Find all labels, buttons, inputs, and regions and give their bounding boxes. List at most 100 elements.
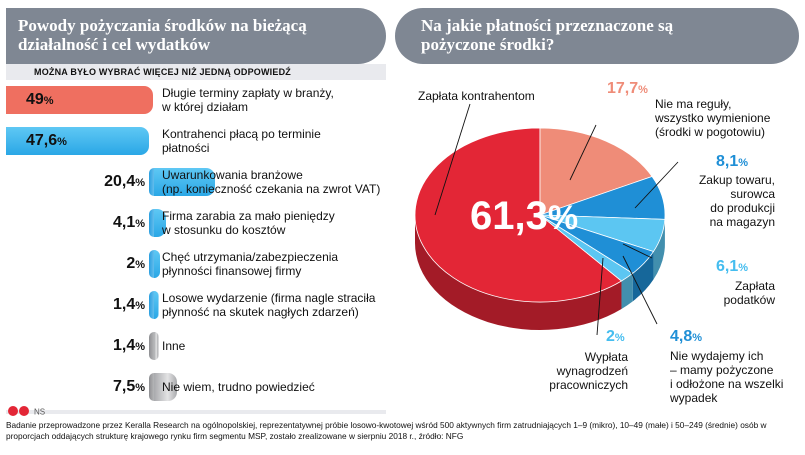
bar-value-label-percent-sign: % bbox=[135, 177, 145, 189]
bar-value-label-number: 7,5 bbox=[112, 378, 136, 395]
pie-value-label: 2% bbox=[606, 328, 625, 346]
pie-value-label: 17,7% bbox=[607, 80, 648, 98]
bar-category-label: Losowe wydarzenie (firma nagle straciła p… bbox=[162, 287, 392, 323]
bar-mark bbox=[6, 127, 149, 155]
pie-main-value-label: 61,3% bbox=[470, 194, 578, 238]
pie-category-line: pracowniczych bbox=[549, 378, 628, 392]
pie-value-label-number: 2 bbox=[606, 328, 615, 345]
pie-category-label: Zakup towaru, surowca do produkcji na magaz… bbox=[680, 173, 775, 229]
logo-circle-left bbox=[8, 406, 18, 416]
bar-category-line: płynności finansowej firmy bbox=[162, 264, 302, 278]
pie-slice-side bbox=[632, 251, 654, 302]
bar-value-label-percent-sign: % bbox=[135, 218, 145, 230]
pie-chart: 61,3% bbox=[414, 103, 679, 336]
bar-value-label: 1,4% bbox=[113, 287, 145, 323]
pie-category-line: Nie wydajemy ich bbox=[670, 349, 764, 363]
bar-category-label: Długie terminy zapłaty w branży, w której… bbox=[162, 82, 392, 118]
bar-mark bbox=[154, 168, 216, 196]
bar-row: 2% Chęć utrzymania/zabezpieczenia płynnośc… bbox=[6, 246, 386, 282]
left-title-line1: Powody pożyczania środków na bieżącą bbox=[18, 16, 307, 35]
bar-value-label: 20,4% bbox=[104, 164, 145, 200]
pie-category-line: wszystko wymienione bbox=[655, 111, 771, 125]
pie-category-line: Zapłata kontrahentom bbox=[418, 89, 535, 103]
left-bottom-band bbox=[6, 410, 386, 414]
bar-value-label-number: 1,4 bbox=[112, 337, 136, 354]
pie-category-line: Wypłata bbox=[584, 350, 628, 364]
bar-value-label-number: 2 bbox=[126, 255, 136, 272]
bar-value-label: 1,4% bbox=[113, 328, 145, 364]
bar-category-line: Nie wiem, trudno powiedzieć bbox=[162, 380, 315, 394]
bar-row: 7,5% Nie wiem, trudno powiedzieć bbox=[6, 369, 386, 405]
bar-category-label: Kontrahenci płacą po terminie płatności bbox=[162, 123, 392, 159]
bar-mark bbox=[154, 291, 159, 319]
bar-value-label-percent-sign: % bbox=[135, 300, 145, 312]
bar-value-label-percent-sign: % bbox=[43, 95, 54, 107]
bar-value-label-number: 4,1 bbox=[112, 214, 136, 231]
bar-row: 47,6% Kontrahenci płacą po terminie płatno… bbox=[6, 123, 386, 159]
pie-slice-1 bbox=[539, 127, 653, 216]
bar-value-label-number: 47,6 bbox=[26, 132, 58, 149]
bar-row: 4,1% Firma zarabia za mało pieniędzy w sto… bbox=[6, 205, 386, 241]
pie-value-label-percent-sign: % bbox=[738, 157, 749, 169]
right-title-line1: Na jakie płatności przeznaczone są bbox=[421, 16, 674, 35]
pie-leader-line-3 bbox=[622, 243, 653, 259]
pie-category-line: i odłożone na wszelki bbox=[670, 377, 784, 391]
bar-row: 1,4% Losowe wydarzenie (firma nagle strac… bbox=[6, 287, 386, 323]
source-logo: NS bbox=[8, 406, 45, 417]
bar-row: 49% Długie terminy zapłaty w branży, w któ… bbox=[6, 82, 386, 118]
pie-value-label-percent-sign: % bbox=[614, 332, 625, 344]
bar-category-line: płynność na skutek nagłych zdarzeń) bbox=[162, 305, 359, 319]
pie-category-label: Nie wydajemy ich – mamy pożyczone i odłożo… bbox=[670, 349, 783, 405]
pie-category-line: na magazyn bbox=[709, 215, 775, 229]
pie-value-label: 4,8% bbox=[670, 328, 702, 346]
bar-category-line: w stosunku do kosztów bbox=[162, 223, 286, 237]
pie-main-value-number: 61,3 bbox=[470, 194, 548, 238]
pie-category-line: Zapłata bbox=[734, 279, 775, 293]
bar-value-label-percent-sign: % bbox=[135, 259, 145, 271]
pie-category-line: podatków bbox=[723, 293, 775, 307]
left-panel-title: Powody pożyczania środków na bieżącą dzi… bbox=[6, 8, 386, 64]
bar-value-label-percent-sign: % bbox=[57, 136, 67, 148]
pie-slice-side bbox=[621, 273, 633, 309]
bar-value-label: 4,1% bbox=[113, 205, 145, 241]
pie-leader-line-1 bbox=[569, 124, 597, 181]
pie-leader-line-2 bbox=[634, 161, 679, 209]
pie-leader-line-5 bbox=[596, 257, 604, 336]
bar-category-line: Chęć utrzymania/zabezpieczenia bbox=[162, 250, 339, 264]
pie-slice-5 bbox=[539, 214, 634, 282]
bar-mark bbox=[154, 209, 167, 237]
pie-category-label: Zapłata kontrahentom bbox=[418, 89, 535, 103]
pie-value-label: 8,1% bbox=[716, 153, 748, 171]
bar-value-label-number: 49 bbox=[26, 91, 44, 108]
bar-category-line: płatności bbox=[162, 141, 210, 155]
bar-category-line: Kontrahenci płacą po terminie bbox=[162, 127, 321, 141]
pie-category-line: Zakup towaru, bbox=[698, 173, 775, 187]
pie-value-label-percent-sign: % bbox=[738, 262, 749, 274]
bar-mark bbox=[154, 250, 160, 278]
right-title-line2: pożyczone środki? bbox=[421, 35, 555, 54]
bar-mark bbox=[154, 373, 177, 401]
bar-category-line: (np. konieczność czekania na zwrot VAT) bbox=[162, 182, 381, 196]
bar-category-line: Losowe wydarzenie (firma nagle straciła bbox=[162, 291, 376, 305]
pie-main-value-percent: % bbox=[548, 199, 578, 237]
bar-category-text: Kontrahenci płacą po terminie płatności bbox=[162, 127, 321, 155]
pie-category-line: wynagrodzeń bbox=[556, 364, 628, 378]
pie-value-label-number: 17,7 bbox=[607, 80, 639, 97]
bar-category-text: Uwarunkowania branżowe (np. konieczność c… bbox=[162, 168, 380, 196]
bar-category-label: Chęć utrzymania/zabezpieczenia płynności … bbox=[162, 246, 392, 282]
bar-value-label: 2% bbox=[126, 246, 145, 282]
pie-value-label-number: 4,8 bbox=[670, 328, 693, 345]
bar-category-line: Uwarunkowania branżowe bbox=[162, 168, 303, 182]
pie-value-label-number: 8,1 bbox=[716, 153, 739, 170]
bar-category-text: Długie terminy zapłaty w branży, w której… bbox=[162, 86, 334, 114]
bar-mark bbox=[154, 332, 159, 360]
footnote: Badanie przeprowadzone przez Keralla Res… bbox=[6, 420, 767, 441]
pie-category-line: do produkcji bbox=[710, 201, 775, 215]
logo-brand-text: NS bbox=[34, 408, 45, 417]
bar-category-text: Losowe wydarzenie (firma nagle straciła p… bbox=[162, 291, 375, 319]
bar-value-label-percent-sign: % bbox=[135, 382, 145, 394]
pie-top-faces bbox=[414, 127, 666, 303]
right-panel-title: Na jakie płatności przeznaczone są pożyc… bbox=[395, 8, 799, 64]
bar-value-label-number: 20,4 bbox=[104, 173, 136, 190]
bar-category-line: Inne bbox=[162, 339, 186, 353]
